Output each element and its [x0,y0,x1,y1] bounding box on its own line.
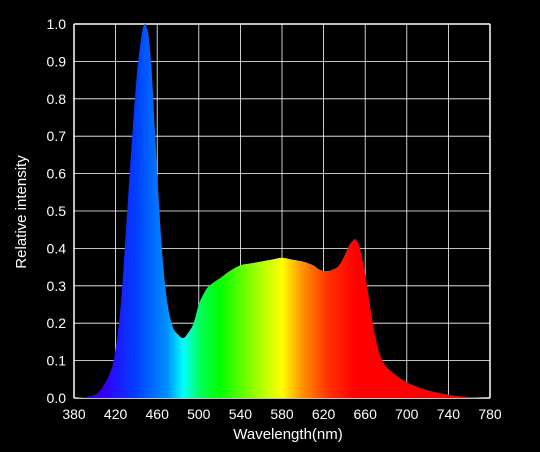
x-tick-label: 700 [395,406,419,422]
y-tick-label: 0.3 [47,278,67,294]
x-tick-label: 380 [62,406,86,422]
x-axis-label: Wavelength(nm) [233,426,342,443]
x-tick-label: 620 [312,406,336,422]
x-tick-label: 740 [437,406,461,422]
y-tick-label: 0.1 [47,353,67,369]
x-tick-label: 460 [146,406,170,422]
x-tick-label: 540 [229,406,253,422]
y-tick-label: 0.7 [47,128,67,144]
y-tick-label: 0.2 [47,315,67,331]
y-tick-labels: 0.0 0.1 0.2 0.3 0.4 0.5 0.6 0.7 0.8 0.9 1.0 [47,16,67,406]
y-tick-label: 0.8 [47,91,67,107]
x-tick-label: 580 [270,406,294,422]
y-tick-label: 1.0 [47,16,67,32]
y-tick-label: 0.4 [47,240,67,256]
y-tick-label: 0.0 [47,390,67,406]
x-tick-label: 420 [104,406,128,422]
y-tick-label: 0.6 [47,166,67,182]
y-tick-label: 0.9 [47,53,67,69]
spectrum-area [74,23,490,399]
x-tick-label: 500 [187,406,211,422]
y-tick-label: 0.5 [47,203,67,219]
y-axis-label: Relative intensity [13,155,30,269]
x-tick-label: 660 [354,406,378,422]
x-tick-label: 780 [478,406,502,422]
x-tick-labels: 380 420 460 500 540 580 620 660 700 740 780 [62,406,502,422]
